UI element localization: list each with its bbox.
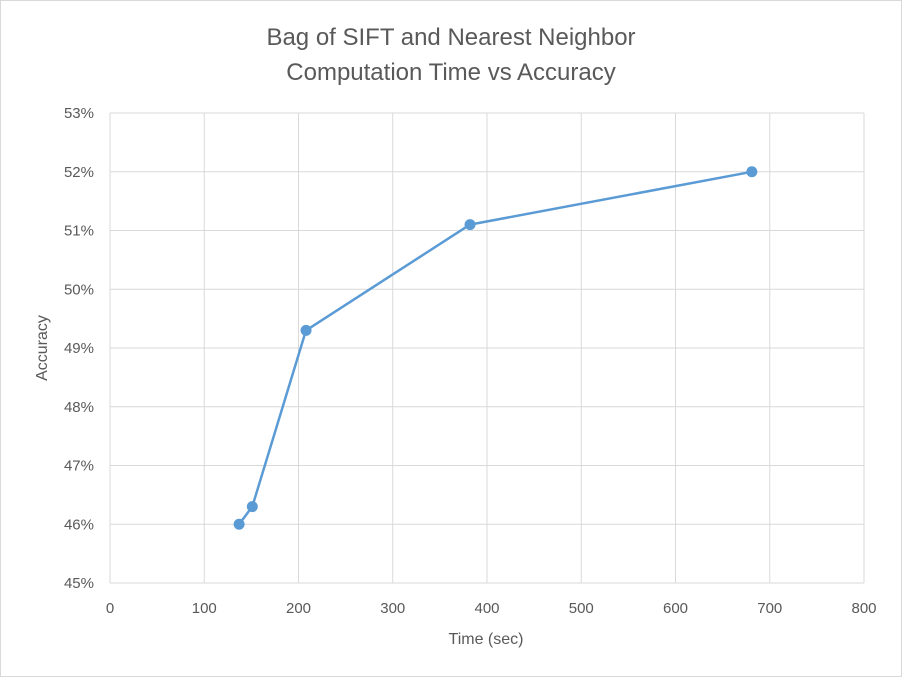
chart-title-line-2: Computation Time vs Accuracy [286,59,615,86]
x-tick-label: 0 [106,600,114,617]
chart-title: Bag of SIFT and Nearest Neighbor Computa… [266,24,635,86]
y-tick-label: 51% [64,223,94,240]
y-tick-label: 48% [64,399,94,416]
x-axis-title: Time (sec) [449,631,524,648]
y-tick-label: 45% [64,575,94,592]
y-axis-tick-labels: 45% 46% 47% 48% 49% 50% 51% 52% 53% [64,105,94,592]
y-tick-label: 49% [64,340,94,357]
y-axis-title: Accuracy [34,315,51,381]
data-point [246,501,258,513]
data-point [300,324,312,336]
x-axis-tick-labels: 0 100 200 300 400 500 600 700 800 [106,600,877,617]
y-tick-label: 52% [64,164,94,181]
x-tick-label: 100 [192,600,217,617]
gridlines [109,112,865,584]
data-point [746,166,758,178]
x-tick-label: 300 [380,600,405,617]
series-accuracy [233,166,758,530]
x-tick-label: 800 [851,600,876,617]
x-tick-label: 600 [663,600,688,617]
data-point [233,518,245,530]
x-tick-label: 500 [569,600,594,617]
y-tick-label: 53% [64,105,94,122]
x-tick-label: 400 [474,600,499,617]
y-tick-label: 46% [64,516,94,533]
data-point [464,219,476,231]
x-tick-label: 200 [286,600,311,617]
y-tick-label: 47% [64,458,94,475]
chart-title-line-1: Bag of SIFT and Nearest Neighbor [266,24,635,51]
x-tick-label: 700 [757,600,782,617]
y-tick-label: 50% [64,281,94,298]
